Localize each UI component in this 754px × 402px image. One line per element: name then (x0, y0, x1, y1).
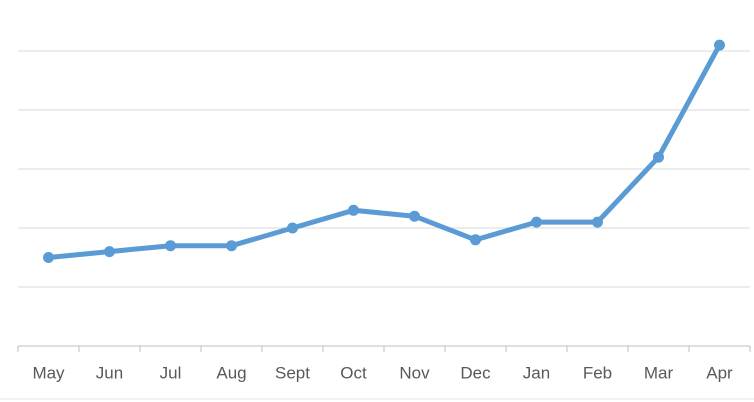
point (43, 252, 54, 263)
x-tick-label: Mar (644, 363, 674, 382)
point (714, 39, 725, 51)
x-tick-label: Oct (340, 363, 367, 382)
x-tick-label: Jul (160, 363, 182, 382)
point (165, 240, 176, 252)
line (46, 42, 722, 260)
x-tick-label: Sept (275, 363, 310, 382)
x-tick-label: May (32, 363, 65, 382)
x-tick-label: Jan (523, 363, 550, 382)
point (653, 151, 664, 163)
point (409, 210, 420, 222)
point (592, 216, 603, 228)
x-tick-label: Nov (399, 363, 430, 382)
point (226, 240, 237, 252)
point (287, 222, 298, 234)
point (531, 216, 542, 228)
x-tick-label: Feb (583, 363, 612, 382)
point (348, 204, 359, 216)
point (104, 246, 115, 258)
point (470, 234, 481, 246)
x-tick-label: Dec (460, 363, 491, 382)
x-tick-label: Aug (216, 363, 246, 382)
x-tick-label: Jun (96, 363, 123, 382)
x-tick-label: Apr (706, 363, 733, 382)
